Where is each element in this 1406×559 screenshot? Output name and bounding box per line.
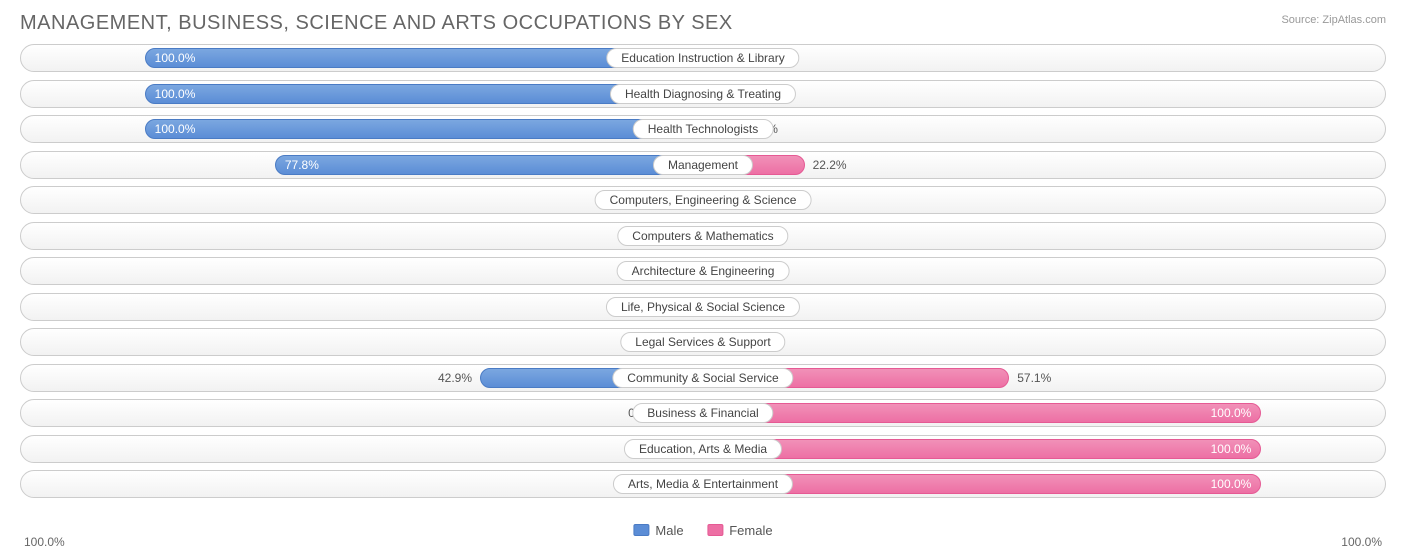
category-label: Business & Financial [632, 403, 773, 423]
chart-row: 0.0%0.0%Computers, Engineering & Science [20, 186, 1386, 214]
legend: Male Female [623, 523, 782, 540]
chart-row: 0.0%0.0%Legal Services & Support [20, 328, 1386, 356]
legend-male: Male [633, 523, 683, 538]
category-label: Computers & Mathematics [617, 226, 788, 246]
chart-row: 0.0%0.0%Computers & Mathematics [20, 222, 1386, 250]
category-label: Architecture & Engineering [617, 261, 790, 281]
chart-row: 0.0%0.0%Architecture & Engineering [20, 257, 1386, 285]
male-pct-label: 100.0% [155, 51, 196, 65]
chart-title: MANAGEMENT, BUSINESS, SCIENCE AND ARTS O… [0, 0, 1406, 43]
male-pct-label: 77.8% [285, 158, 319, 172]
chart-row: 77.8% 22.2% Management [20, 151, 1386, 179]
chart-row: 0.0%100.0%Arts, Media & Entertainment [20, 470, 1386, 498]
category-label: Life, Physical & Social Science [606, 297, 800, 317]
chart-row: 100.0%0.0%Health Technologists [20, 115, 1386, 143]
category-label: Health Technologists [633, 119, 774, 139]
legend-female-label: Female [729, 523, 772, 538]
female-pct-label: 22.2% [813, 158, 847, 172]
legend-female: Female [707, 523, 772, 538]
chart-container: MANAGEMENT, BUSINESS, SCIENCE AND ARTS O… [0, 0, 1406, 559]
category-label: Education, Arts & Media [624, 439, 782, 459]
chart-row: 0.0%0.0%Life, Physical & Social Science [20, 293, 1386, 321]
swatch-male-icon [633, 524, 649, 536]
category-label: Arts, Media & Entertainment [613, 474, 793, 494]
swatch-female-icon [707, 524, 723, 536]
category-label: Computers, Engineering & Science [595, 190, 812, 210]
male-pct-label: 42.9% [438, 371, 472, 385]
category-label: Legal Services & Support [620, 332, 785, 352]
chart-row: 42.9% 57.1% Community & Social Service [20, 364, 1386, 392]
axis-right-label: 100.0% [1341, 535, 1382, 549]
female-pct-label: 100.0% [1211, 406, 1252, 420]
category-label: Community & Social Service [612, 368, 793, 388]
category-label: Health Diagnosing & Treating [610, 84, 796, 104]
source-attribution: Source: ZipAtlas.com [1281, 14, 1386, 26]
female-pct-label: 100.0% [1211, 477, 1252, 491]
chart-row: 0.0%100.0%Education, Arts & Media [20, 435, 1386, 463]
male-pct-label: 100.0% [155, 87, 196, 101]
chart-row: 100.0%0.0%Health Diagnosing & Treating [20, 80, 1386, 108]
chart-row: 100.0%0.0%Education Instruction & Librar… [20, 44, 1386, 72]
female-pct-label: 57.1% [1017, 371, 1051, 385]
category-label: Management [653, 155, 753, 175]
male-pct-label: 100.0% [155, 122, 196, 136]
category-label: Education Instruction & Library [606, 48, 799, 68]
chart-rows-area: 100.0%0.0%Education Instruction & Librar… [20, 44, 1386, 511]
female-pct-label: 100.0% [1211, 442, 1252, 456]
legend-male-label: Male [655, 523, 683, 538]
axis-left-label: 100.0% [24, 535, 65, 549]
chart-row: 0.0%100.0%Business & Financial [20, 399, 1386, 427]
